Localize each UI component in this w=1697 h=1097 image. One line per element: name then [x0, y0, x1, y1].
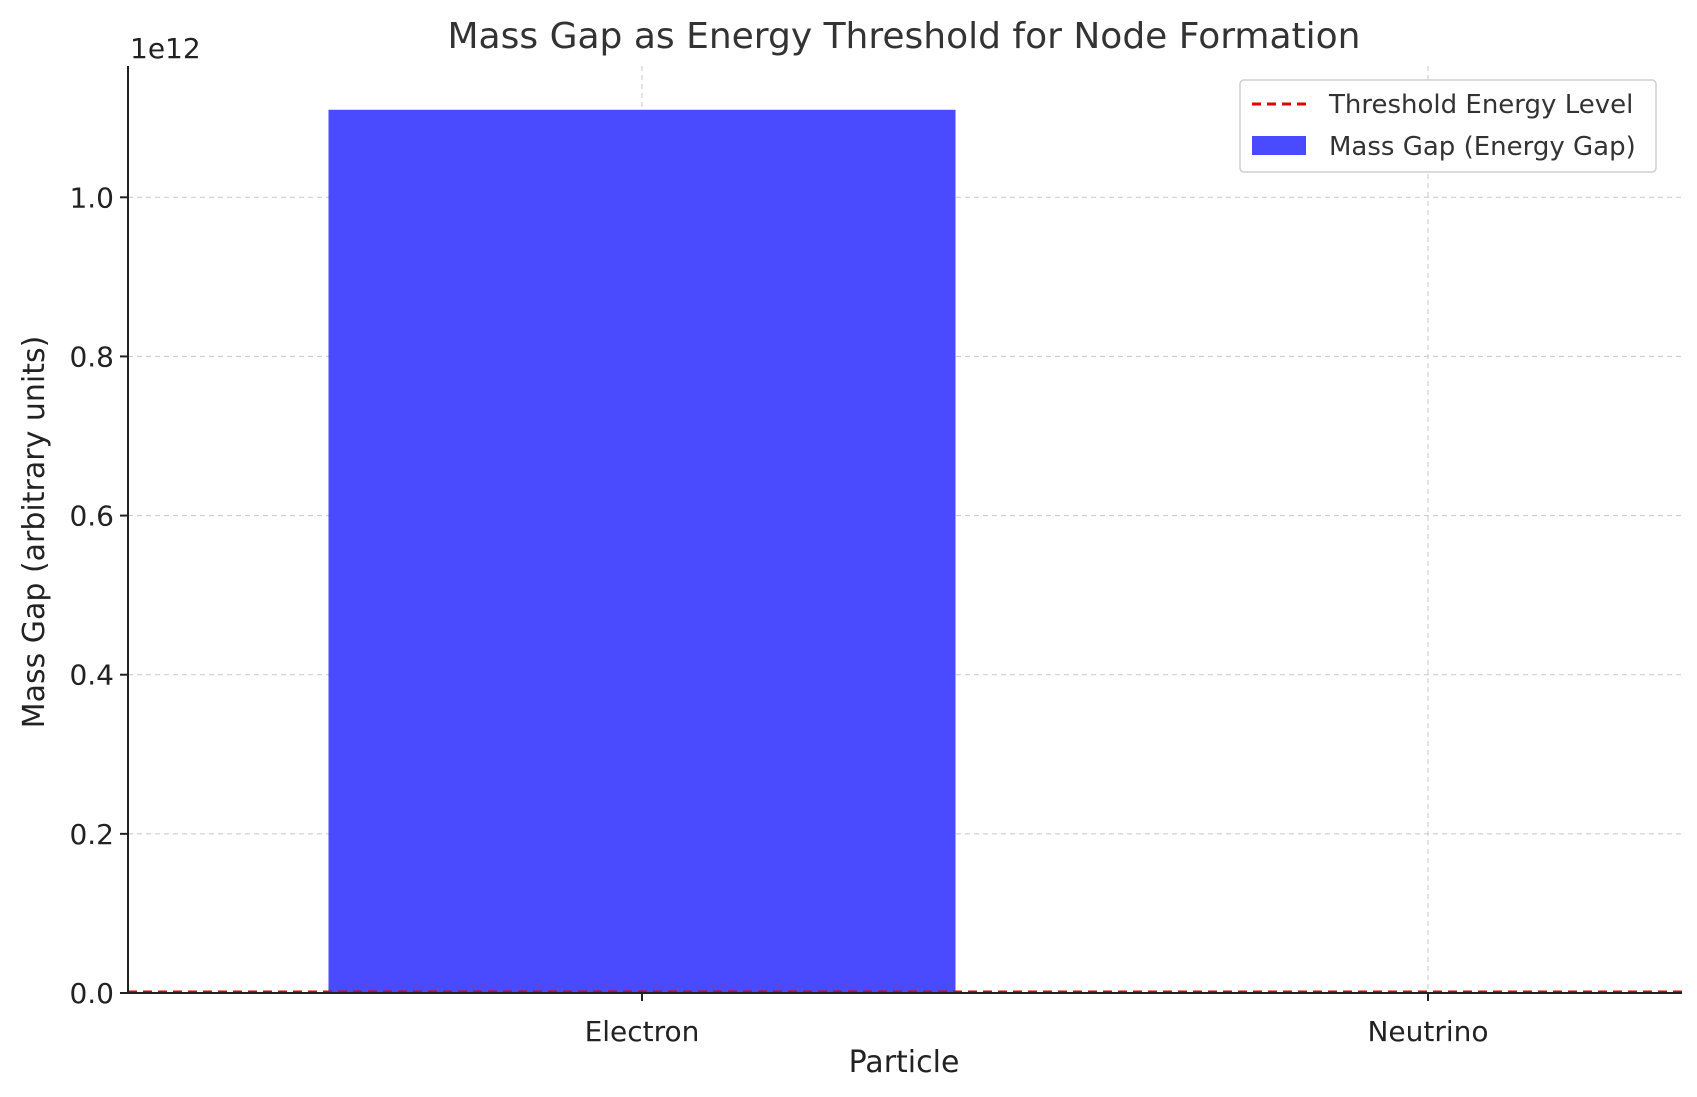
bars: [328, 109, 956, 994]
y-tick-label: 1.0: [69, 181, 114, 214]
x-ticks: Electron Neutrino: [585, 993, 1489, 1048]
bar-electron: [328, 109, 956, 994]
y-tick-label: 0.8: [69, 340, 114, 373]
x-tick-label: Electron: [585, 1015, 700, 1048]
legend-bar-swatch: [1252, 136, 1306, 155]
chart-title: Mass Gap as Energy Threshold for Node Fo…: [448, 16, 1361, 57]
y-axis-label: Mass Gap (arbitrary units): [17, 336, 52, 729]
legend-box: [1239, 79, 1657, 173]
y-tick-label: 0.6: [69, 500, 114, 533]
y-ticks: 0.0 0.2 0.4 0.6 0.8 1.0: [69, 181, 128, 1010]
y-offset-label: 1e12: [130, 32, 201, 65]
y-tick-label: 0.2: [69, 818, 114, 851]
y-tick-label: 0.4: [69, 659, 114, 692]
legend: Threshold Energy Level Mass Gap (Energy …: [1239, 79, 1657, 173]
y-tick-label: 0.0: [69, 977, 114, 1010]
x-axis-label: Particle: [849, 1045, 960, 1080]
legend-threshold-label: Threshold Energy Level: [1328, 90, 1633, 120]
legend-bar-label: Mass Gap (Energy Gap): [1329, 132, 1636, 162]
x-tick-label: Neutrino: [1367, 1015, 1488, 1048]
